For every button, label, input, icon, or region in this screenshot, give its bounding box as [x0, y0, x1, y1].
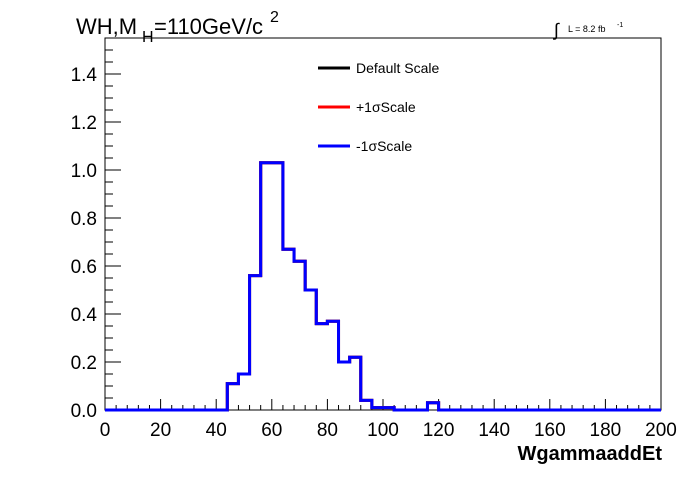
legend-entry-label: -1σScale — [356, 138, 412, 154]
chart-title-superscript: 2 — [270, 9, 279, 26]
legend-entry-label: +1σScale — [356, 99, 416, 115]
chart-title-main: WH,M — [76, 14, 137, 39]
lumi-superscript: -1 — [617, 22, 623, 29]
x-tick-label: 120 — [423, 420, 455, 441]
y-tick-label: 1.0 — [71, 161, 97, 182]
y-tick-label: 1.2 — [71, 113, 97, 134]
x-tick-label: 200 — [645, 420, 677, 441]
x-tick-label: 100 — [367, 420, 399, 441]
chart-title-tail: =110GeV/c — [154, 14, 263, 39]
y-tick-label: 0.2 — [71, 353, 97, 374]
lumi-integral-symbol: ∫ — [552, 20, 560, 40]
y-tick-label: 0.4 — [71, 305, 98, 326]
axes-layer: 0 20 40 60 80 100 120 140 160 180 200 0.0 0.2 0.4 0.6 0… — [71, 37, 677, 441]
x-axis-label: WgammaaddEt — [518, 443, 663, 465]
legend-entry-label: Default Scale — [356, 60, 439, 76]
series-layer — [105, 161, 661, 412]
x-tick-label: 160 — [534, 420, 566, 441]
x-tick-label: 140 — [478, 420, 510, 441]
y-tick-label: 1.4 — [71, 65, 98, 86]
lumi-label: L = 8.2 fb — [568, 24, 605, 34]
series-line-0 — [105, 161, 661, 412]
x-tick-label: 40 — [206, 420, 227, 441]
series-line-1 — [105, 161, 661, 412]
y-tick-label: 0.0 — [71, 401, 97, 422]
x-tick-label: 0 — [100, 420, 111, 441]
x-tick-label: 20 — [150, 420, 171, 441]
y-tick-label: 0.6 — [71, 257, 97, 278]
x-tick-label: 80 — [317, 420, 338, 441]
legend: Default Scale +1σScale -1σScale — [318, 60, 439, 154]
x-tick-label: 60 — [261, 420, 282, 441]
y-tick-label: 0.8 — [71, 209, 97, 230]
x-tick-label: 180 — [590, 420, 622, 441]
plot-frame — [104, 37, 662, 411]
series-line-2 — [105, 161, 661, 412]
